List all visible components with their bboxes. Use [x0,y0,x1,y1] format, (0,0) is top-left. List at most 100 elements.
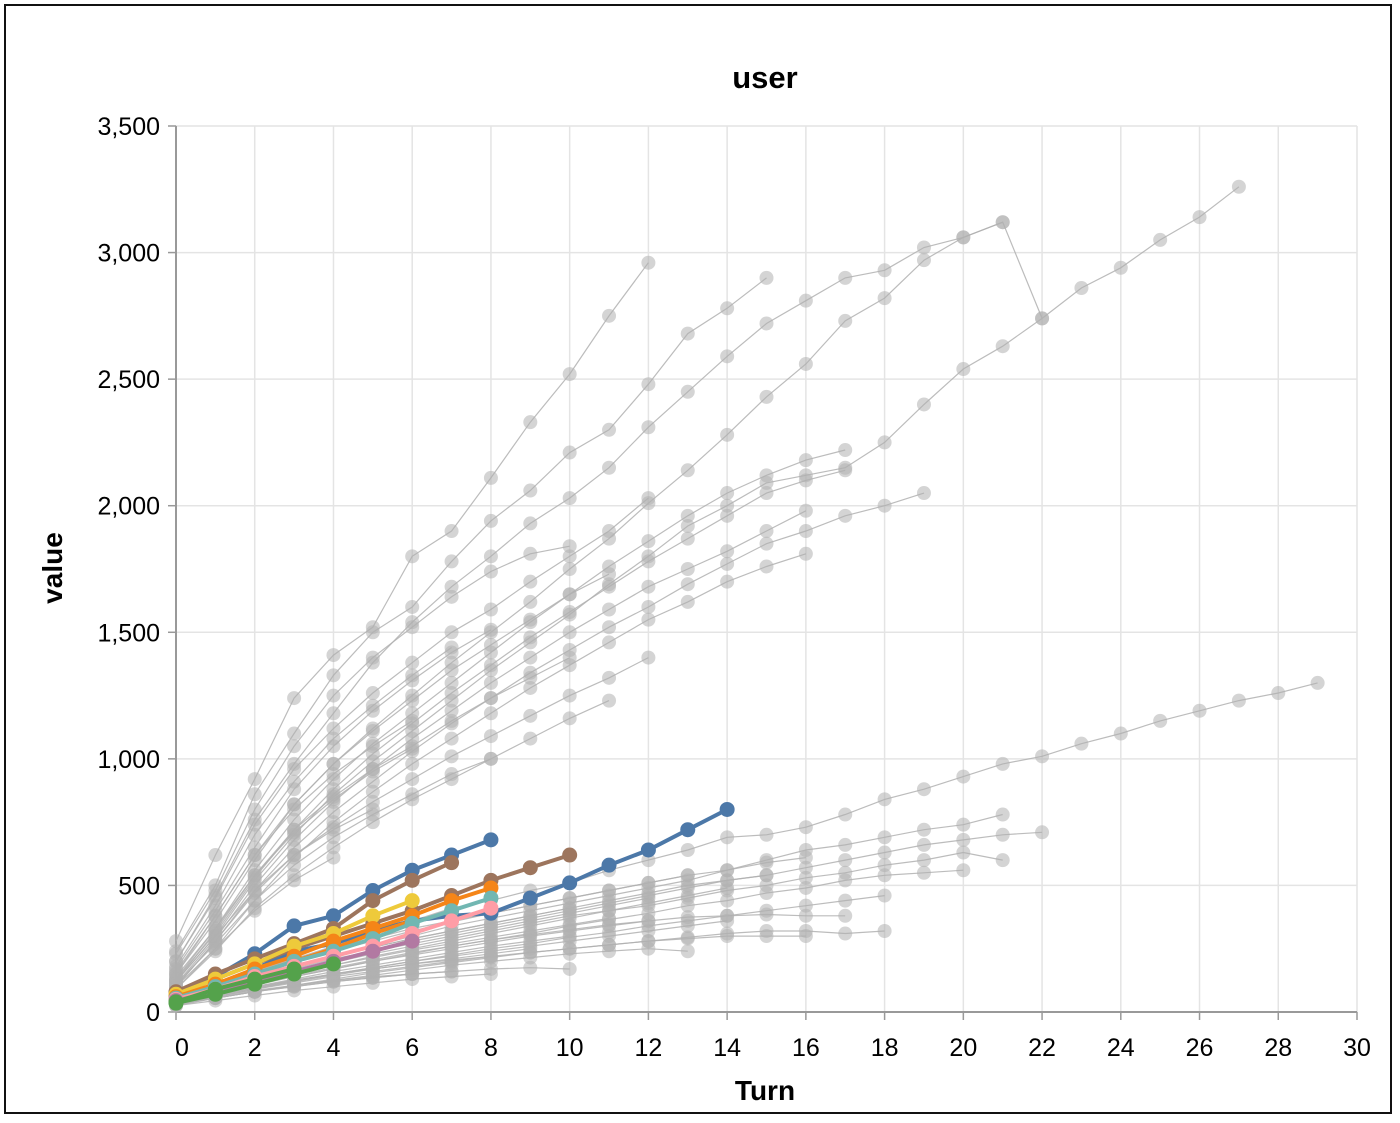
data-point [720,574,735,589]
y-tick-label: 3,500 [97,113,160,141]
series-line [175,948,531,1004]
y-tick-label: 0 [146,999,160,1027]
data-point [326,822,341,837]
data-point [287,774,302,789]
x-tick-label: 28 [1264,1034,1292,1062]
data-point [365,802,380,817]
data-point [1035,825,1050,840]
data-point [247,976,263,992]
data-point [562,367,577,382]
data-point [720,863,735,878]
data-point [877,792,892,807]
data-point [720,880,735,895]
data-point [720,301,735,316]
x-tick-label: 4 [327,1034,341,1062]
data-point [798,908,813,923]
data-point [1074,281,1089,296]
data-point [759,929,774,944]
data-point [562,562,577,576]
data-point [247,883,262,898]
data-point [641,599,656,614]
data-point [995,756,1010,771]
data-point [838,270,853,285]
data-point [562,539,577,554]
data-point [759,486,774,501]
data-point [523,612,538,627]
data-point [483,967,498,982]
data-point [759,907,774,922]
data-point [326,840,341,855]
data-point [916,853,931,868]
data-point [602,911,617,926]
x-tick-label: 20 [949,1034,977,1062]
data-point [405,956,420,971]
data-point [287,848,302,863]
series-line [175,573,610,975]
series-line [175,221,1003,962]
x-tick-label: 18 [871,1034,899,1062]
data-point [798,356,813,371]
data-point [680,577,695,592]
data-point [877,830,892,845]
data-point [798,850,813,865]
data-point [405,741,420,756]
data-point [326,648,341,663]
data-point [680,944,695,959]
series-10 [169,491,656,969]
series-line [175,700,610,990]
data-point [444,713,459,728]
data-point [995,853,1010,868]
data-point [444,855,460,871]
data-point [483,729,498,744]
data-point [877,868,892,883]
data-point [483,470,498,485]
x-tick-label: 22 [1028,1034,1056,1062]
data-point [247,802,262,817]
data-point [483,900,499,916]
data-point [602,635,617,650]
data-point [916,253,931,268]
data-point [562,929,577,944]
data-point [405,693,420,708]
x-axis-title: Turn [735,1075,795,1106]
data-point [522,890,538,906]
data-point [326,756,341,771]
data-point [759,524,774,539]
data-point [483,602,498,617]
data-point [680,384,695,399]
data-point [680,888,695,903]
data-point [602,460,617,475]
data-point [680,562,695,576]
data-point [208,848,223,863]
y-axis-title: value [37,532,68,604]
data-point [641,420,656,435]
data-point [444,640,459,655]
data-point [641,612,656,627]
data-point [680,898,695,913]
data-point [680,326,695,341]
data-point [916,486,931,501]
data-point [562,946,577,961]
data-point [483,949,498,964]
data-point [759,270,774,285]
data-point [1113,260,1128,275]
data-point [287,726,302,741]
data-point [798,453,813,468]
data-point [444,524,459,539]
data-point [444,913,460,929]
data-point [405,967,420,982]
data-point [523,516,538,531]
data-point [326,973,341,988]
data-point [602,308,617,323]
data-point [680,463,695,478]
data-point [286,966,302,982]
data-point [523,731,538,746]
data-point [1192,703,1207,718]
data-point [287,691,302,706]
data-point [483,549,498,564]
data-point [444,953,459,968]
series-line [175,967,295,1004]
data-point [562,688,577,703]
y-tick-label: 3,000 [97,240,160,268]
data-point [325,908,341,924]
